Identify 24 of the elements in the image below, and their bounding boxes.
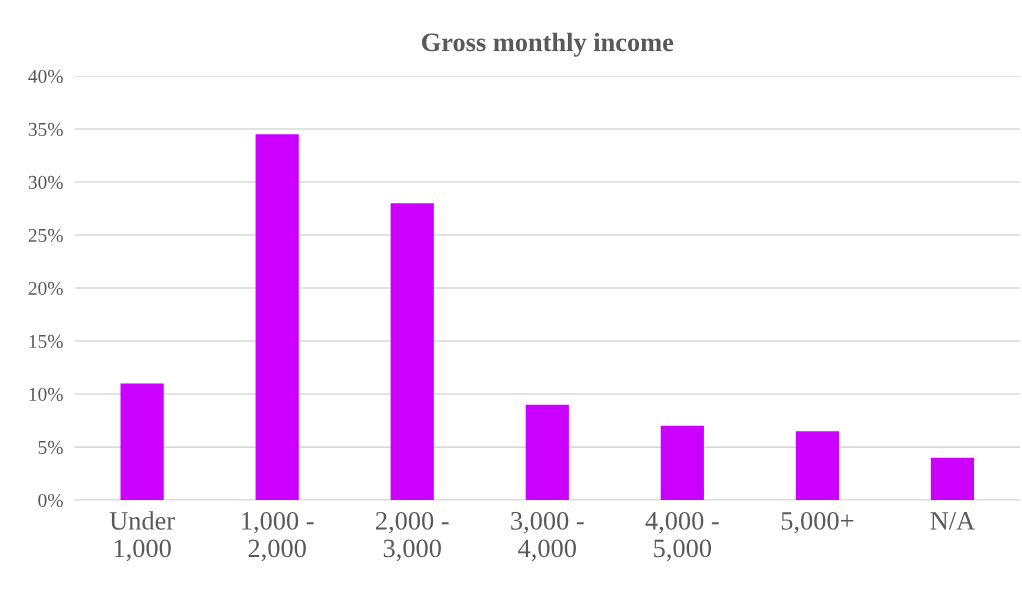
x-tick-label: 5,000+ <box>781 511 854 534</box>
y-tick-label: 20% <box>28 281 63 296</box>
chart-title: Gross monthly income <box>421 32 674 57</box>
bar <box>660 425 704 501</box>
x-tick-label: 1,000 - 2,000 <box>242 511 314 562</box>
y-tick-label: 40% <box>28 69 63 83</box>
y-tick-label: 15% <box>29 334 63 349</box>
bar <box>525 404 569 501</box>
y-tick-label: 5% <box>38 440 63 455</box>
bar <box>390 203 434 501</box>
y-tick-label: 35% <box>28 122 63 136</box>
bar <box>120 383 164 501</box>
x-tick-label: N/A <box>930 512 975 530</box>
x-tick-label: 3,000 - 4,000 <box>511 511 584 562</box>
y-tick-label: 25% <box>28 228 63 243</box>
x-tick-label: Under 1,000 <box>109 511 175 562</box>
bar <box>255 134 299 501</box>
x-tick-label: 2,000 - 3,000 <box>376 511 449 562</box>
bar <box>795 431 839 501</box>
x-tick-label: 4,000 - 5,000 <box>645 511 719 562</box>
y-tick-label: 0% <box>38 493 63 508</box>
y-tick-label: 30% <box>28 175 63 189</box>
y-tick-label: 10% <box>29 387 63 402</box>
bar <box>930 457 975 501</box>
